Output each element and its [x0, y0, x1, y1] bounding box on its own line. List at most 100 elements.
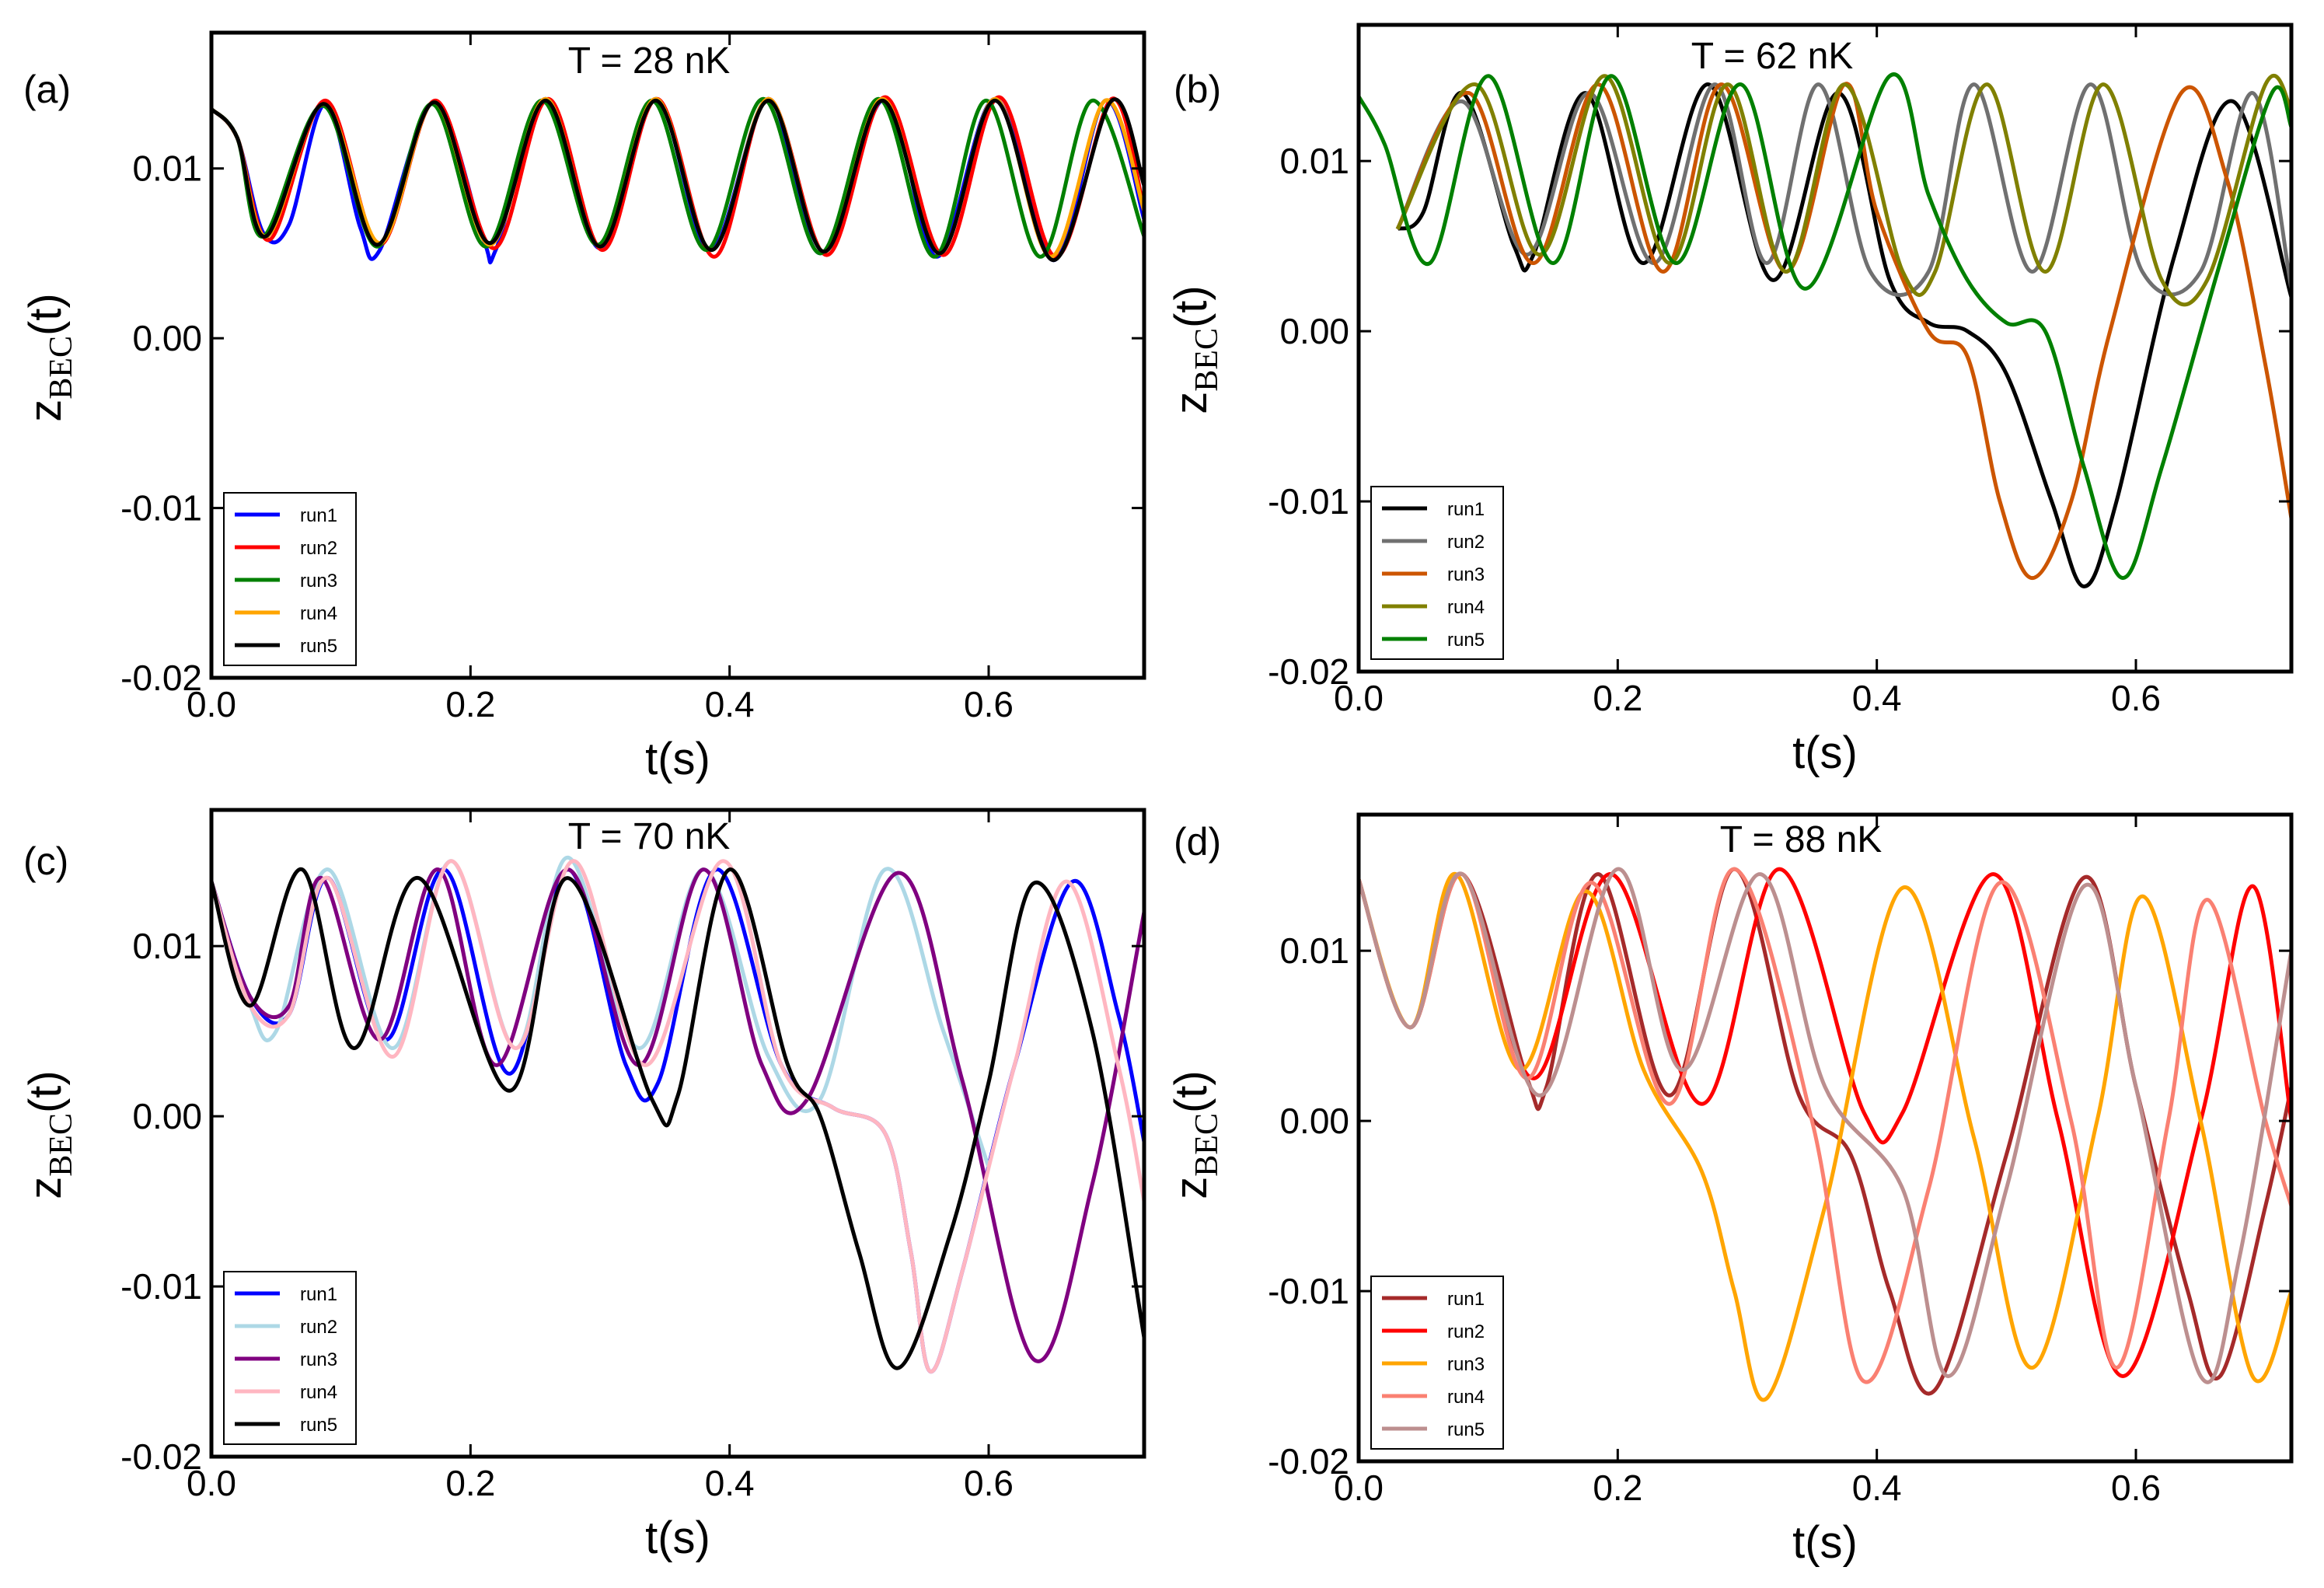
x-tick-label: 0.2: [445, 1463, 495, 1503]
legend-label: run4: [1447, 1387, 1485, 1408]
panel-title: T = 88 nK: [1720, 819, 1883, 860]
y-axis-label-main: z: [1166, 1177, 1216, 1199]
y-tick-label: -0.02: [120, 1436, 202, 1477]
x-axis-label: t(s): [1792, 1517, 1858, 1568]
series-group: [1359, 867, 2291, 1402]
x-tick-label: 0.0: [187, 1463, 236, 1503]
series-line-run2: [1395, 82, 2291, 298]
y-axis-label-main: z: [20, 1177, 71, 1199]
legend-label: run3: [300, 1349, 337, 1370]
legend-label: run2: [300, 1317, 337, 1338]
y-tick-label: -0.01: [120, 1266, 202, 1307]
y-axis-label-subscript: BEC: [44, 1113, 79, 1177]
panel-label: (a): [23, 68, 71, 111]
panel-d: 0.0 0.2 0.4 0.6 0.01 0.00 -0.01 -0.02 t(s) zBEC(t…: [1166, 812, 2294, 1568]
y-tick-label: 0.01: [1279, 930, 1349, 971]
series-group: [211, 95, 1144, 265]
panel-label: (c): [23, 839, 68, 883]
series-line-run4: [1395, 74, 2291, 307]
series-line-run4: [211, 859, 1144, 1373]
legend-label: run1: [300, 505, 337, 526]
x-tick-label: 0.4: [705, 684, 755, 724]
x-axis-label: t(s): [645, 734, 710, 784]
y-tick-label: -0.02: [1268, 1441, 1349, 1482]
y-tick-label: 0.01: [132, 926, 202, 966]
series-group: [211, 855, 1144, 1373]
series-line-run5: [1359, 867, 2291, 1384]
legend-label: run4: [300, 1382, 337, 1403]
legend-label: run5: [1447, 630, 1485, 651]
panel-title: T = 70 nK: [568, 816, 731, 857]
panel-a: 0.0 0.2 0.4 0.6 0.01 0.00 -0.01 -0.02 t(s) zBEC(t…: [20, 30, 1146, 784]
legend-box: [1370, 1276, 1504, 1450]
y-axis-label-suffix: (t): [1166, 1070, 1216, 1113]
y-axis-label: zBEC(t): [1166, 1070, 1225, 1199]
y-tick-label: 0.00: [1279, 1101, 1349, 1141]
x-tick-label: 0.2: [1593, 678, 1642, 718]
legend-label: run5: [1447, 1419, 1485, 1440]
x-tick-label: 0.0: [187, 684, 236, 724]
y-axis-label-subscript: BEC: [44, 336, 79, 400]
x-tick-label: 0.2: [1593, 1468, 1642, 1508]
y-tick-label: -0.01: [1268, 1271, 1349, 1311]
legend-label: run1: [1447, 1289, 1485, 1310]
series-group: [1359, 72, 2291, 588]
series-line-run5: [211, 97, 1144, 263]
legend-label: run4: [300, 603, 337, 624]
y-axis-label: zBEC(t): [20, 293, 79, 421]
x-tick-label: 0.0: [1334, 1468, 1384, 1508]
y-axis-label-main: z: [20, 400, 71, 422]
axes-frame: [1356, 23, 2294, 674]
panel-c: 0.0 0.2 0.4 0.6 0.01 0.00 -0.01 -0.02 t(s) zBEC(t…: [20, 808, 1146, 1563]
panel-b: 0.0 0.2 0.4 0.6 0.01 0.00 -0.01 -0.02 t(s) zBEC(t…: [1166, 23, 2294, 778]
y-axis-label-main: z: [1166, 392, 1216, 414]
legend: run1 run2 run3 run4 run5: [1370, 1276, 1504, 1450]
y-tick-label: 0.01: [132, 148, 202, 189]
panel-label: (b): [1174, 68, 1221, 111]
legend-label: run4: [1447, 597, 1485, 618]
x-tick-label: 0.4: [1852, 1468, 1902, 1508]
y-axis-label-subscript: BEC: [1189, 328, 1225, 392]
x-tick-label: 0.6: [2111, 1468, 2161, 1508]
y-tick-label: 0.00: [132, 318, 202, 358]
y-axis-label-suffix: (t): [1166, 285, 1216, 328]
legend-label: run2: [300, 538, 337, 559]
legend-label: run3: [1447, 1354, 1485, 1375]
y-tick-label: 0.00: [1279, 311, 1349, 351]
x-tick-label: 0.6: [964, 684, 1014, 724]
legend-label: run3: [300, 571, 337, 592]
legend-label: run3: [1447, 564, 1485, 585]
series-line-run5: [211, 867, 1144, 1370]
axes-frame: [1356, 812, 2294, 1464]
y-tick-label: -0.01: [120, 488, 202, 529]
panel-title: T = 28 nK: [568, 40, 731, 82]
panel-title: T = 62 nK: [1691, 36, 1854, 77]
y-tick-label: 0.00: [132, 1096, 202, 1136]
y-tick-label: -0.02: [1268, 651, 1349, 692]
y-tick-label: 0.01: [1279, 141, 1349, 181]
axes-frame: [209, 30, 1146, 680]
axes-frame: [209, 808, 1146, 1459]
legend: run1 run2 run3 run4 run5: [223, 1271, 357, 1445]
legend: run1 run2 run3 run4 run5: [223, 492, 357, 666]
y-tick-label: -0.02: [120, 658, 202, 698]
x-tick-label: 0.6: [964, 1463, 1014, 1503]
y-axis-label: zBEC(t): [20, 1070, 79, 1199]
legend-label: run1: [300, 1284, 337, 1305]
y-axis-label-suffix: (t): [20, 293, 71, 336]
series-line-run3: [211, 867, 1144, 1363]
legend-label: run5: [300, 1415, 337, 1436]
legend-label: run2: [1447, 1321, 1485, 1342]
x-tick-label: 0.4: [1852, 678, 1902, 718]
series-line-run3: [1395, 82, 2291, 581]
legend-label: run2: [1447, 532, 1485, 553]
x-tick-label: 0.4: [705, 1463, 755, 1503]
legend-label: run1: [1447, 499, 1485, 520]
x-tick-label: 0.0: [1334, 678, 1384, 718]
legend: run1 run2 run3 run4 run5: [1370, 486, 1504, 660]
y-tick-label: -0.01: [1268, 481, 1349, 522]
x-tick-label: 0.2: [445, 684, 495, 724]
x-axis-label: t(s): [645, 1513, 710, 1563]
y-axis-label-suffix: (t): [20, 1070, 71, 1113]
